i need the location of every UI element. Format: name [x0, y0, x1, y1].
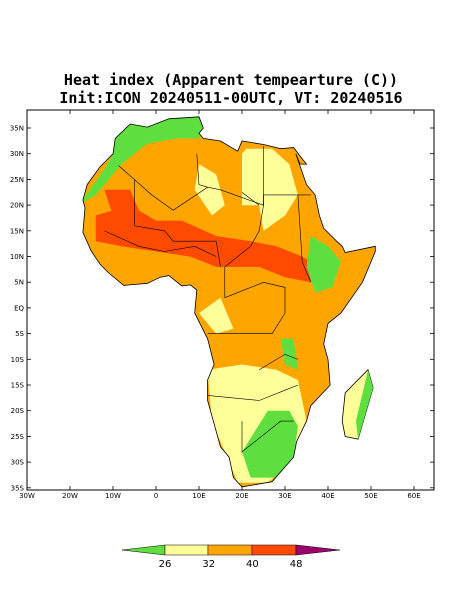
- lon-label: 20E: [235, 492, 248, 500]
- colorbar-bin: [251, 544, 297, 556]
- temperature-region: [199, 297, 234, 334]
- colorbar-bin: [164, 544, 209, 556]
- border: [241, 420, 294, 453]
- subtitle: Init:ICON 20240511-00UTC, VT: 20240516: [59, 89, 402, 107]
- lon-label: 40E: [321, 492, 334, 500]
- lat-label: 5S: [15, 330, 24, 338]
- lat-label: 25N: [10, 176, 24, 184]
- temperature-region: [242, 148, 298, 231]
- land: [82, 116, 376, 487]
- temperature-region: [280, 338, 298, 370]
- lat-label: 25S: [11, 433, 25, 441]
- lat-label: 20S: [11, 407, 25, 415]
- temperature-region: [95, 205, 320, 283]
- temperature-region: [194, 164, 225, 216]
- lon-label: 10W: [105, 492, 121, 500]
- madagascar-east: [355, 369, 374, 440]
- map: [82, 116, 376, 488]
- colorbar-label: 48: [290, 559, 303, 570]
- lon-label: 0: [154, 492, 158, 500]
- lon-label: 50E: [364, 492, 377, 500]
- land-regions: [82, 116, 341, 483]
- coastline: [82, 116, 376, 488]
- border: [196, 153, 208, 188]
- border: [134, 179, 221, 267]
- border: [224, 146, 264, 298]
- lat-label: 20N: [10, 202, 24, 210]
- lat-label: 5N: [14, 279, 24, 287]
- lat-label: 30N: [10, 150, 24, 158]
- lon-label: 20W: [62, 492, 78, 500]
- lat-label: 30S: [11, 459, 25, 467]
- colorbar-label: 40: [246, 559, 259, 570]
- colorbar-high: [295, 544, 341, 556]
- colorbar-label: 26: [159, 559, 172, 570]
- border: [207, 384, 299, 401]
- map-frame: [26, 109, 435, 491]
- lon-label: 30W: [19, 492, 35, 500]
- colorbar-label: 32: [202, 559, 215, 570]
- lat-label: EQ: [14, 304, 24, 312]
- border: [259, 353, 299, 370]
- border: [207, 281, 286, 335]
- colorbar: 26 32 40 48: [121, 544, 341, 570]
- axis-ticks: 35N 30N 25N 20N 15N 10N 5N EQ 5S 10S 15S 20S 25S 30S 3…: [10, 110, 434, 500]
- temperature-region: [242, 410, 298, 478]
- border: [104, 230, 217, 257]
- lat-label: 10S: [11, 356, 25, 364]
- temperature-region: [104, 189, 139, 216]
- lat-label: 35S: [11, 484, 25, 492]
- border: [241, 192, 260, 206]
- title: Heat index (Apparent tempearture (C)): [64, 71, 398, 89]
- colorbar-bin: [207, 544, 253, 556]
- lon-label: 60E: [407, 492, 420, 500]
- temperature-region: [82, 116, 208, 206]
- lon-label: 10E: [192, 492, 205, 500]
- border: [297, 194, 312, 283]
- lat-label: 35N: [10, 125, 24, 133]
- temperature-region: [306, 236, 341, 293]
- lat-label: 10N: [10, 253, 24, 261]
- lat-label: 15N: [10, 227, 24, 235]
- lat-label: 15S: [11, 382, 25, 390]
- lon-label: 30E: [278, 492, 291, 500]
